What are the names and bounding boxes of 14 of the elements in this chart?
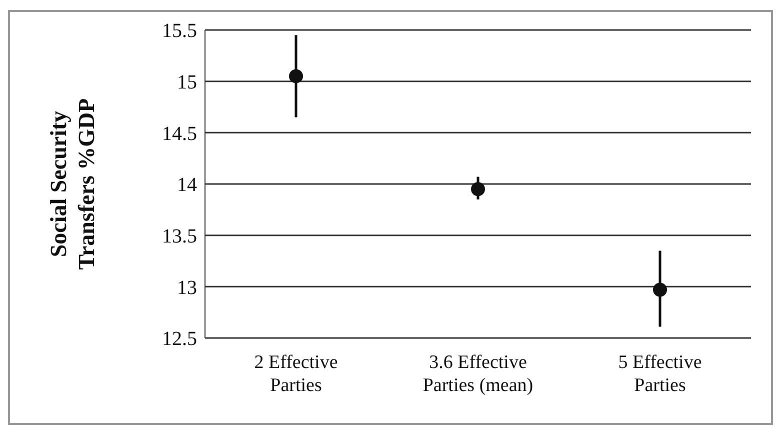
y-tick-label: 14 [177, 174, 197, 196]
y-tick-label: 13 [177, 276, 197, 299]
y-tick-label: 15.5 [162, 20, 197, 42]
y-tick-label: 13.5 [162, 225, 197, 248]
x-tick-label: 3.6 Effective Parties (mean) [422, 352, 534, 396]
y-tick-label: 12.5 [162, 328, 197, 350]
point [289, 69, 303, 84]
y-axis-title: Social Security Transfers %GDP [46, 98, 99, 270]
y-tick-label: 14.5 [162, 122, 197, 145]
point [471, 182, 485, 196]
y-tick-label: 15 [177, 71, 197, 94]
x-tick-label: 2 Effective Parties [254, 352, 338, 396]
x-tick-label: 5 Effective Parties [618, 352, 702, 396]
point [653, 282, 667, 297]
